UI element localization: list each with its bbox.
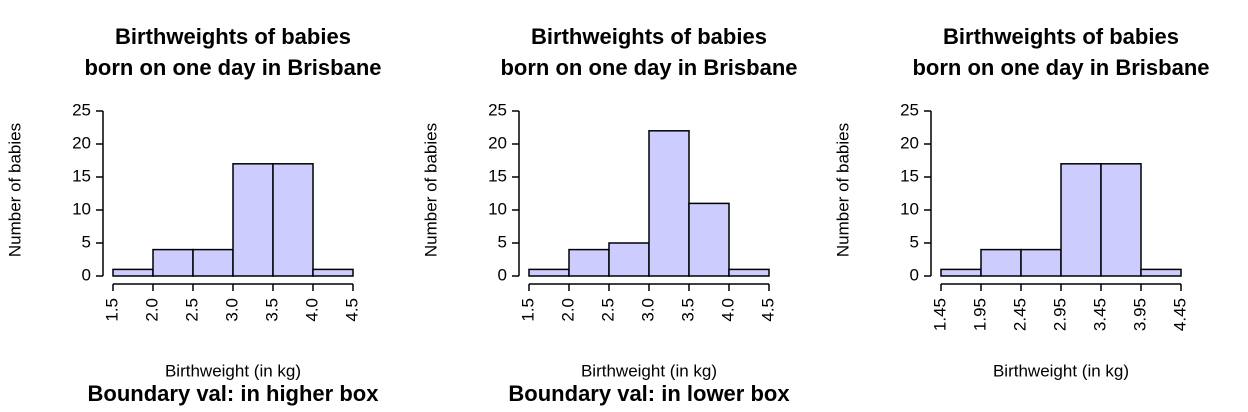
chart-title: Birthweights of babies (115, 24, 351, 49)
y-tick-label: 5 (498, 232, 507, 251)
x-tick-label: 2.45 (1010, 298, 1029, 331)
bar (940, 268, 982, 277)
x-tick-label: 1.95 (970, 298, 989, 331)
bar (112, 268, 154, 277)
x-tick-label: 3.45 (1090, 298, 1109, 331)
chart-title: born on one day in Brisbane (500, 55, 797, 80)
bar (1060, 163, 1102, 277)
x-tick-label: 2.5 (598, 298, 617, 322)
x-tick-label: 4.5 (342, 298, 361, 322)
y-tick-label: 25 (488, 100, 507, 119)
bar (312, 268, 354, 277)
x-tick-label: 3.0 (222, 298, 241, 322)
caption: Boundary val: in lower box (508, 381, 790, 406)
x-tick-label: 2.5 (182, 298, 201, 322)
x-tick-label: 4.45 (1170, 298, 1189, 331)
x-axis-label: Birthweight (in kg) (581, 361, 717, 380)
y-tick-label: 20 (488, 133, 507, 152)
x-tick-label: 1.5 (102, 298, 121, 322)
bar (192, 248, 234, 277)
y-tick-label: 15 (488, 166, 507, 185)
bar (608, 242, 650, 277)
caption: Boundary val: in higher box (88, 381, 380, 406)
x-tick-label: 3.0 (638, 298, 657, 322)
y-tick-label: 0 (82, 265, 91, 284)
x-tick-label: 3.5 (678, 298, 697, 322)
y-axis-label: Number of babies (5, 123, 24, 257)
x-tick-label: 2.0 (142, 298, 161, 322)
x-tick-label: 1.5 (518, 298, 537, 322)
bar (980, 248, 1022, 277)
chart-title: born on one day in Brisbane (84, 55, 381, 80)
bar (688, 202, 730, 277)
y-tick-label: 15 (900, 166, 919, 185)
x-tick-label: 4.5 (758, 298, 777, 322)
chart-title: Birthweights of babies (531, 24, 767, 49)
chart-title: born on one day in Brisbane (912, 55, 1209, 80)
bar (1100, 163, 1142, 277)
y-tick-label: 20 (900, 133, 919, 152)
bar (1140, 268, 1182, 277)
x-tick-label: 4.0 (718, 298, 737, 322)
bar (272, 163, 314, 277)
y-tick-label: 5 (910, 232, 919, 251)
y-axis-label: Number of babies (421, 123, 440, 257)
bar (568, 248, 610, 277)
bar (528, 268, 570, 277)
y-tick-label: 0 (910, 265, 919, 284)
y-tick-label: 5 (82, 232, 91, 251)
y-axis-label: Number of babies (833, 123, 852, 257)
x-tick-label: 4.0 (302, 298, 321, 322)
x-tick-label: 3.5 (262, 298, 281, 322)
bar (232, 163, 274, 277)
x-tick-label: 2.0 (558, 298, 577, 322)
y-tick-label: 10 (488, 199, 507, 218)
chart-title: Birthweights of babies (943, 24, 1179, 49)
y-tick-label: 15 (72, 166, 91, 185)
bar (728, 268, 770, 277)
y-tick-label: 10 (72, 199, 91, 218)
x-tick-label: 3.95 (1130, 298, 1149, 331)
bar (648, 130, 690, 277)
bar (1020, 248, 1062, 277)
x-axis-label: Birthweight (in kg) (165, 361, 301, 380)
y-tick-label: 0 (498, 265, 507, 284)
y-tick-label: 25 (72, 100, 91, 119)
x-axis-label: Birthweight (in kg) (993, 361, 1129, 380)
x-tick-label: 1.45 (930, 298, 949, 331)
x-tick-label: 2.95 (1050, 298, 1069, 331)
y-tick-label: 10 (900, 199, 919, 218)
y-tick-label: 25 (900, 100, 919, 119)
y-tick-label: 20 (72, 133, 91, 152)
bar (152, 248, 194, 277)
